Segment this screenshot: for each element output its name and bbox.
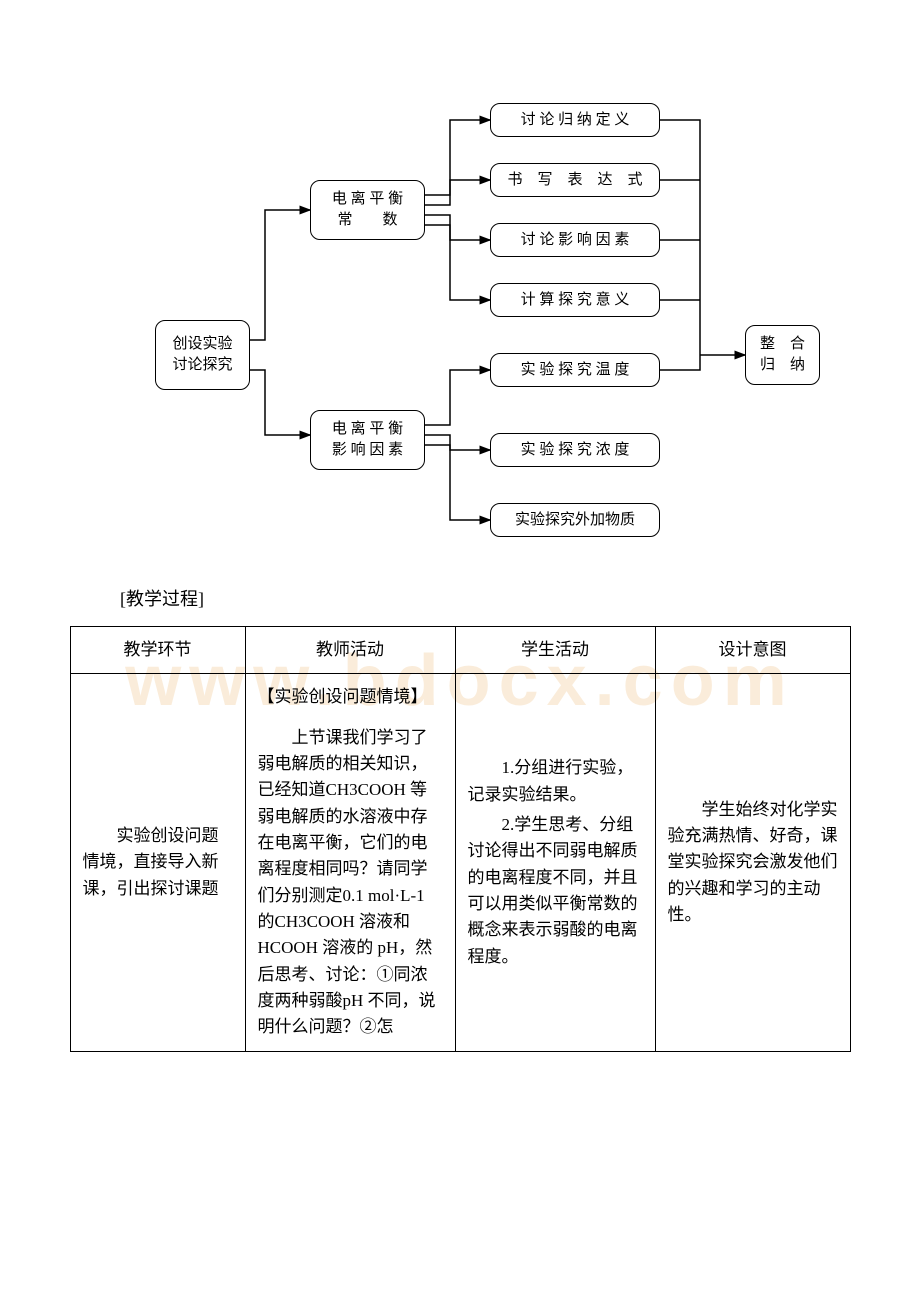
cell-teacher: 【实验创设问题情境】 上节课我们学习了弱电解质的相关知识，已经知道CH3COOH… bbox=[245, 674, 455, 1051]
student-p1: 1.分组进行实验，记录实验结果。 bbox=[468, 755, 643, 808]
node-branch-factors: 电 离 平 衡 影 响 因 素 bbox=[310, 410, 425, 470]
teacher-heading: 【实验创设问题情境】 bbox=[258, 684, 443, 710]
header-phase: 教学环节 bbox=[70, 627, 245, 674]
teacher-body: 上节课我们学习了弱电解质的相关知识，已经知道CH3COOH 等弱电解质的水溶液中… bbox=[258, 725, 443, 1041]
flowchart-region: 创设实验 讨论探究 电 离 平 衡 常 数 电 离 平 衡 影 响 因 素 讨 … bbox=[0, 0, 920, 560]
header-teacher: 教师活动 bbox=[245, 627, 455, 674]
node-branch-constant: 电 离 平 衡 常 数 bbox=[310, 180, 425, 240]
node-leaf-temperature: 实 验 探 究 温 度 bbox=[490, 353, 660, 387]
student-p2: 2.学生思考、分组讨论得出不同弱电解质的电离程度不同，并且可以用类似平衡常数的概… bbox=[468, 812, 643, 970]
header-intent: 设计意图 bbox=[655, 627, 850, 674]
node-leaf-factors: 讨 论 影 响 因 素 bbox=[490, 223, 660, 257]
section-heading: [教学过程] bbox=[120, 585, 920, 611]
cell-phase: 实验创设问题情境，直接导入新课，引出探讨课题 bbox=[70, 674, 245, 1051]
cell-student: 1.分组进行实验，记录实验结果。 2.学生思考、分组讨论得出不同弱电解质的电离程… bbox=[455, 674, 655, 1051]
table-header-row: 教学环节 教师活动 学生活动 设计意图 bbox=[70, 627, 850, 674]
lesson-table: 教学环节 教师活动 学生活动 设计意图 实验创设问题情境，直接导入新课，引出探讨… bbox=[70, 626, 851, 1052]
node-leaf-addition: 实验探究外加物质 bbox=[490, 503, 660, 537]
flowchart-connectors bbox=[0, 0, 920, 560]
node-leaf-expression: 书 写 表 达 式 bbox=[490, 163, 660, 197]
node-end: 整 合 归 纳 bbox=[745, 325, 820, 385]
cell-intent: 学生始终对化学实验充满热情、好奇，课堂实验探究会激发他们的兴趣和学习的主动性。 bbox=[655, 674, 850, 1051]
node-leaf-definition: 讨 论 归 纳 定 义 bbox=[490, 103, 660, 137]
node-leaf-concentration: 实 验 探 究 浓 度 bbox=[490, 433, 660, 467]
node-start: 创设实验 讨论探究 bbox=[155, 320, 250, 390]
header-student: 学生活动 bbox=[455, 627, 655, 674]
table-row: 实验创设问题情境，直接导入新课，引出探讨课题 【实验创设问题情境】 上节课我们学… bbox=[70, 674, 850, 1051]
node-leaf-meaning: 计 算 探 究 意 义 bbox=[490, 283, 660, 317]
